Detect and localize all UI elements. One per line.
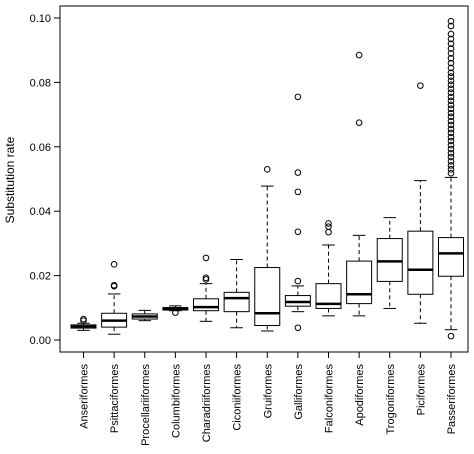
box-group-apodiformes (346, 51, 373, 317)
outlier-point (447, 133, 455, 141)
iqr-box (376, 238, 403, 282)
outlier-point (447, 125, 455, 133)
outlier-point (110, 281, 118, 289)
outlier-point (294, 228, 302, 236)
box-group-gruiformes (254, 166, 281, 332)
x-category-label: Falconiformes (324, 364, 336, 434)
iqr-box (193, 298, 219, 312)
box-group-columbiformes (162, 305, 189, 316)
plot-frame (59, 5, 469, 353)
outlier-point (447, 97, 455, 105)
outlier-point (447, 162, 455, 169)
outlier-point (294, 324, 302, 332)
outlier-point (447, 129, 455, 137)
outlier-point (202, 274, 210, 282)
outlier-point (447, 153, 455, 161)
y-tick-label: 0.06 (30, 142, 51, 154)
box-group-galliformes (284, 93, 311, 332)
box-group-charadriiformes (193, 254, 219, 322)
y-tick-label: 0.00 (30, 335, 51, 347)
outlier-point (447, 149, 455, 157)
outlier-point (447, 35, 455, 43)
y-tick-label: 0.08 (30, 77, 51, 89)
outlier-point (447, 59, 455, 67)
x-category-label: Charadriiformes (201, 364, 213, 443)
outlier-point (355, 119, 363, 126)
outlier-point (294, 169, 302, 176)
outlier-point (447, 69, 455, 77)
outlier-point (447, 73, 455, 80)
box-group-trogoniformes (376, 217, 403, 309)
outlier-point (355, 51, 363, 59)
outlier-point (447, 157, 455, 165)
outlier-point (325, 223, 332, 230)
box-group-psittaciformes (101, 261, 128, 335)
outlier-point (325, 228, 332, 236)
outlier-point (447, 141, 455, 149)
outlier-point (447, 113, 455, 121)
outlier-point (447, 93, 455, 101)
outlier-point (447, 169, 455, 177)
outlier-point (447, 137, 455, 145)
outlier-point (447, 64, 455, 72)
outlier-point (447, 81, 455, 88)
outlier-point (447, 30, 455, 38)
outlier-point (294, 93, 302, 101)
iqr-box (407, 230, 434, 295)
y-tick-label: 0.02 (30, 271, 51, 283)
outlier-point (447, 166, 455, 173)
outlier-point (447, 105, 455, 113)
outlier-point (80, 315, 87, 323)
iqr-box (438, 237, 464, 277)
x-category-label: Anseriformes (79, 364, 91, 429)
y-tick-label: 0.10 (30, 13, 51, 25)
outlier-point (263, 166, 271, 173)
outlier-point (447, 145, 455, 153)
box-group-anseriformes (70, 315, 97, 331)
x-category-label: Gruiformes (262, 364, 274, 419)
iqr-box (254, 267, 281, 327)
box-group-procellariiformes (131, 309, 158, 322)
outlier-point (294, 277, 302, 285)
box-group-piciformes (407, 82, 434, 324)
x-category-label: Procellariiformes (140, 364, 152, 446)
outlier-point (447, 89, 455, 97)
box-group-passeriformes (438, 17, 464, 340)
outlier-point (172, 309, 179, 316)
outlier-point (447, 332, 455, 340)
outlier-point (447, 50, 455, 57)
outlier-point (294, 188, 302, 196)
outlier-point (447, 109, 455, 117)
x-category-label: Psittaciformes (109, 364, 121, 434)
iqr-box (346, 260, 373, 305)
x-category-label: Trogoniformes (385, 364, 397, 435)
outlier-point (447, 17, 455, 25)
outlier-point (417, 82, 424, 89)
outlier-point (110, 261, 118, 268)
outlier-point (447, 121, 455, 129)
outlier-point (447, 77, 455, 85)
box-group-falconiformes (315, 220, 342, 317)
outlier-point (447, 40, 455, 48)
x-category-label: Passeriformes (446, 364, 458, 435)
x-category-label: Piciformes (415, 364, 427, 416)
x-category-label: Apodiformes (354, 364, 366, 426)
x-category-label: Ciconiiformes (232, 364, 244, 431)
x-category-label: Galliformes (293, 364, 305, 420)
outlier-point (447, 117, 455, 125)
y-tick-label: 0.04 (30, 206, 51, 218)
outlier-point (202, 254, 210, 262)
outlier-point (325, 220, 332, 227)
x-category-label: Columbiformes (170, 364, 182, 438)
outlier-point (447, 54, 455, 62)
outlier-point (447, 22, 455, 30)
box-group-ciconiiformes (223, 259, 250, 329)
iqr-box (223, 291, 250, 313)
y-axis-title: Substitution rate (3, 136, 17, 223)
outlier-point (447, 101, 455, 109)
outlier-point (447, 45, 455, 52)
outlier-point (447, 85, 455, 93)
